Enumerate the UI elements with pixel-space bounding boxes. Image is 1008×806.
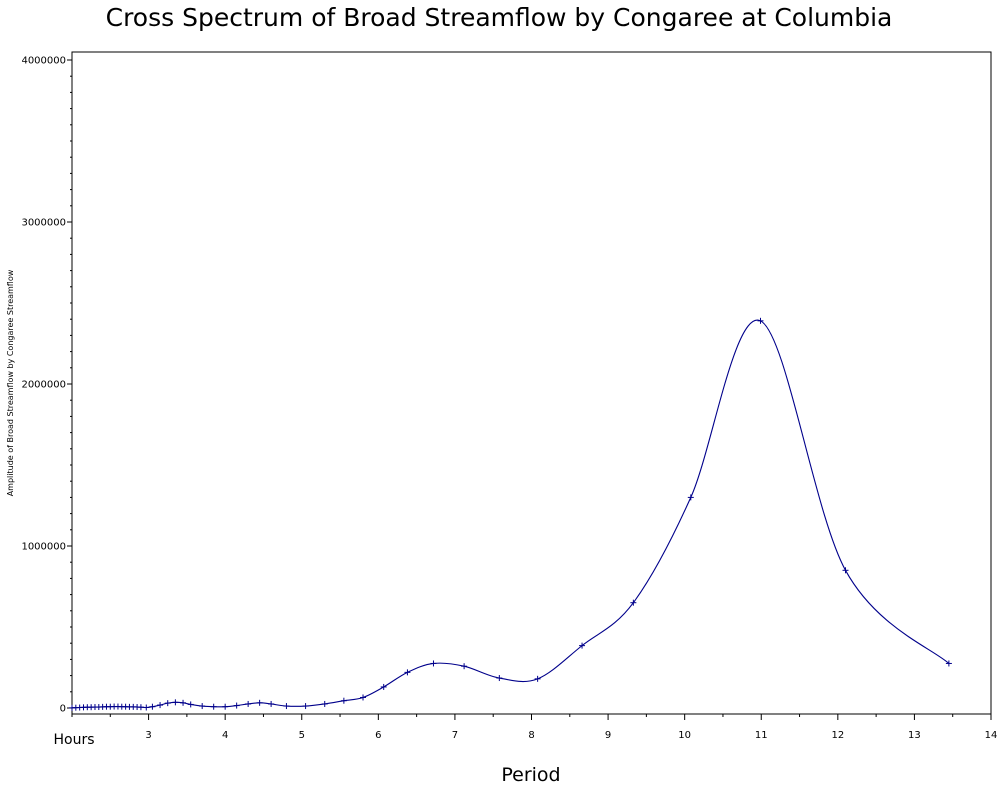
y-tick-label: 4000000 [21, 56, 66, 67]
y-tick-label: 0 [60, 704, 66, 715]
data-point [210, 703, 217, 710]
data-point [430, 660, 437, 667]
data-point [180, 699, 187, 706]
x-tick-label: 12 [831, 730, 844, 741]
y-tick-label: 3000000 [21, 218, 66, 229]
x-tick-label: 7 [452, 730, 458, 741]
x-tick-label: 13 [908, 730, 921, 741]
x-unit-label: Hours [53, 732, 94, 748]
data-point [137, 704, 144, 711]
x-tick-label: 5 [299, 730, 305, 741]
x-tick-label: 3 [145, 730, 151, 741]
data-point [187, 701, 194, 708]
x-tick-label: 10 [678, 730, 691, 741]
plot-frame [71, 51, 992, 715]
data-point [687, 494, 694, 501]
data-point [321, 700, 328, 707]
data-point [842, 567, 849, 574]
data-point [256, 699, 263, 706]
data-point [164, 700, 171, 707]
x-tick-label: 8 [528, 730, 534, 741]
x-tick-label: 4 [222, 730, 228, 741]
data-point [757, 317, 764, 324]
series-line [71, 319, 950, 709]
data-point [143, 704, 150, 711]
data-point [340, 697, 347, 704]
x-tick-label: 9 [605, 730, 611, 741]
chart-title: Cross Spectrum of Broad Streamflow by Co… [106, 3, 893, 32]
data-point [360, 694, 367, 701]
data-point [149, 703, 156, 710]
y-tick-label: 1000000 [21, 542, 66, 553]
data-point [404, 669, 411, 676]
data-point [157, 702, 164, 709]
x-tick-label: 6 [375, 730, 381, 741]
x-axis: 3 4 5 6 7 8 9 10 11 12 13 14 [71, 714, 998, 741]
y-axis-label: Amplitude of Broad Streamflow by Congare… [6, 269, 15, 496]
series-group [69, 317, 952, 711]
data-point [534, 675, 541, 682]
x-tick-label: 14 [985, 730, 998, 741]
data-point [222, 703, 229, 710]
data-point [302, 703, 309, 710]
y-axis: 0 1000000 2000000 3000000 4000000 [21, 56, 72, 715]
data-point [380, 683, 387, 690]
x-axis-label: Period [501, 764, 560, 786]
data-point [945, 660, 952, 667]
data-point [268, 700, 275, 707]
data-point [172, 699, 179, 706]
x-tick-label: 11 [755, 730, 768, 741]
data-point [496, 675, 503, 682]
data-point [245, 700, 252, 707]
data-point [579, 642, 586, 649]
data-point [630, 599, 637, 606]
data-point [233, 702, 240, 709]
data-point [199, 703, 206, 710]
data-point [461, 663, 468, 670]
data-point [283, 703, 290, 710]
y-tick-label: 2000000 [21, 380, 66, 391]
